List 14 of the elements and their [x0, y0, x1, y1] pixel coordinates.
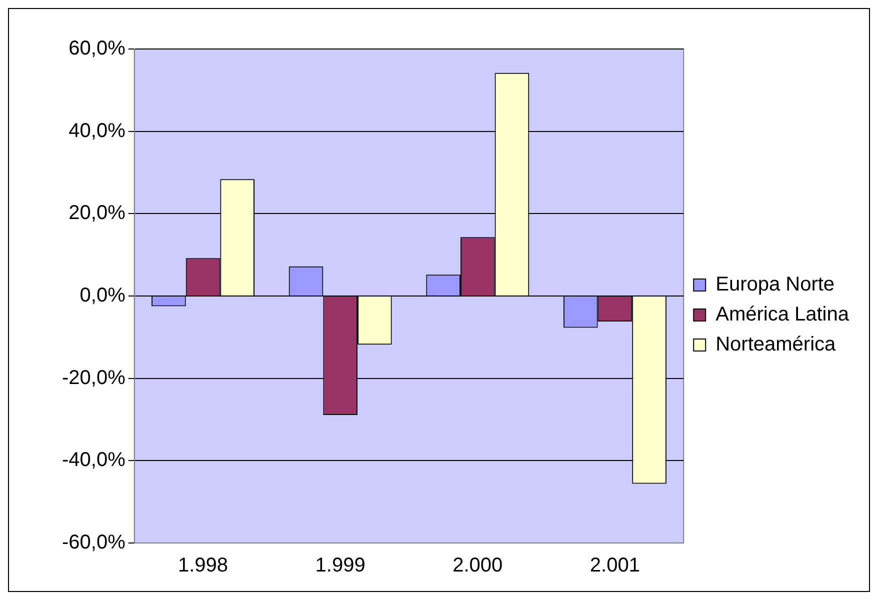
y-tick-label: -20,0%	[62, 366, 126, 389]
y-tick-label: 40,0%	[68, 120, 126, 142]
x-tick-label: 2.000	[452, 554, 503, 577]
y-tick-label: 20,0%	[68, 202, 126, 224]
x-tick-label: 1.999	[315, 554, 366, 577]
y-tick-label: 0,0%	[80, 284, 126, 307]
x-tick-label: 2.001	[590, 554, 640, 577]
y-tick-label: -40,0%	[62, 449, 126, 472]
y-tick-label: -60,0%	[62, 532, 126, 554]
legend-label: América Latina	[716, 304, 850, 326]
y-tick-label: 60,0%	[68, 38, 126, 60]
legend-label: Norteamérica	[716, 334, 837, 356]
legend-label: Europa Norte	[716, 274, 835, 296]
x-tick-label: 1.998	[178, 554, 228, 577]
